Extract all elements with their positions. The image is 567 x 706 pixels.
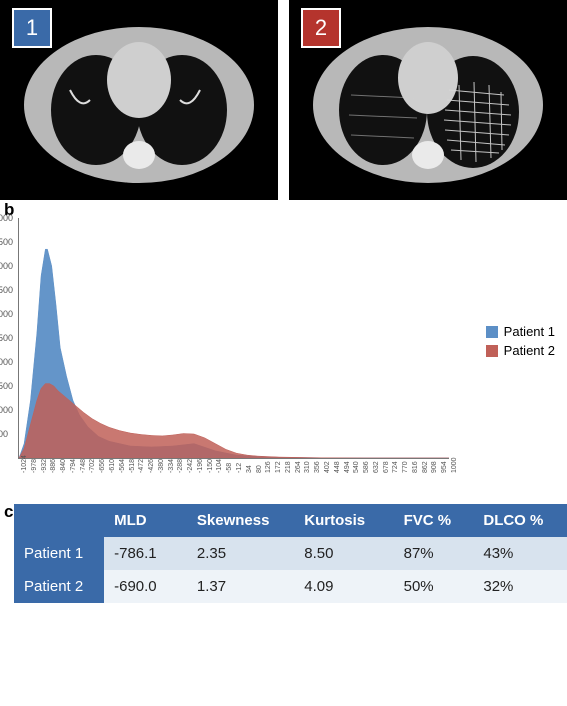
x-tick: 34 <box>246 465 253 473</box>
x-tick: -334 <box>168 459 175 473</box>
ct-image-1: 1 <box>0 0 278 200</box>
table-rowhead: Patient 1 <box>14 537 104 570</box>
data-table: MLDSkewnessKurtosisFVC %DLCO %Patient 1-… <box>14 504 567 603</box>
panel-b: b 05001000150020002500300035004000450050… <box>0 200 567 490</box>
table-cell: 50% <box>394 570 474 603</box>
x-tick: -104 <box>216 459 223 473</box>
x-tick: -472 <box>138 459 145 473</box>
x-tick: 218 <box>285 461 292 473</box>
x-tick: 724 <box>392 461 399 473</box>
x-tick: 310 <box>304 461 311 473</box>
legend-item: Patient 1 <box>486 324 555 339</box>
table-header: FVC % <box>394 504 474 537</box>
x-tick: 1000 <box>451 457 458 473</box>
table-header: Kurtosis <box>294 504 393 537</box>
table-header: DLCO % <box>473 504 567 537</box>
x-tick: -150 <box>207 459 214 473</box>
x-tick: -978 <box>31 459 38 473</box>
x-tick: 126 <box>265 461 272 473</box>
x-tick: -196 <box>197 459 204 473</box>
x-tick: 172 <box>275 461 282 473</box>
x-tick: -702 <box>89 459 96 473</box>
y-tick: 1000 <box>0 405 13 415</box>
y-tick: 4000 <box>0 261 13 271</box>
table-header: Skewness <box>187 504 294 537</box>
x-tick: -748 <box>80 459 87 473</box>
table-row: Patient 2-690.01.374.0950%32% <box>14 570 567 603</box>
table-cell: -786.1 <box>104 537 187 570</box>
legend-swatch <box>486 326 498 338</box>
x-tick: -656 <box>99 459 106 473</box>
x-tick: -288 <box>177 459 184 473</box>
table-cell: -690.0 <box>104 570 187 603</box>
x-tick: 540 <box>353 461 360 473</box>
y-tick: 2500 <box>0 333 13 343</box>
y-tick: 3500 <box>0 285 13 295</box>
chart-svg <box>19 218 449 458</box>
x-tick: -242 <box>187 459 194 473</box>
table-cell: 43% <box>473 537 567 570</box>
ct-image-2: 2 <box>289 0 567 200</box>
x-tick: 494 <box>344 461 351 473</box>
x-tick: 862 <box>422 461 429 473</box>
x-tick: -794 <box>70 459 77 473</box>
x-tick: -12 <box>236 463 243 473</box>
table-cell: 2.35 <box>187 537 294 570</box>
y-tick: 5000 <box>0 213 13 223</box>
x-tick: -380 <box>158 459 165 473</box>
y-tick: 4500 <box>0 237 13 247</box>
x-tick: -426 <box>148 459 155 473</box>
histogram-chart: 0500100015002000250030003500400045005000… <box>18 218 449 459</box>
y-tick: 3000 <box>0 309 13 319</box>
x-tick: -518 <box>129 459 136 473</box>
x-tick: 678 <box>383 461 390 473</box>
panel-c: c MLDSkewnessKurtosisFVC %DLCO %Patient … <box>0 504 567 603</box>
badge-1: 1 <box>12 8 52 48</box>
table-cell: 8.50 <box>294 537 393 570</box>
panel-a: a 1 <box>0 0 567 200</box>
legend-label: Patient 2 <box>504 343 555 358</box>
panel-c-label: c <box>4 502 13 522</box>
table-cell: 32% <box>473 570 567 603</box>
x-tick: -58 <box>226 463 233 473</box>
x-tick: 632 <box>373 461 380 473</box>
legend-swatch <box>486 345 498 357</box>
x-tick: 770 <box>402 461 409 473</box>
legend-label: Patient 1 <box>504 324 555 339</box>
table-header <box>14 504 104 537</box>
x-tick: -610 <box>109 459 116 473</box>
table-header: MLD <box>104 504 187 537</box>
x-tick: -886 <box>50 459 57 473</box>
badge-2: 2 <box>301 8 341 48</box>
x-tick: 402 <box>324 461 331 473</box>
legend-item: Patient 2 <box>486 343 555 358</box>
x-tick: 586 <box>363 461 370 473</box>
table-cell: 1.37 <box>187 570 294 603</box>
x-tick: 954 <box>441 461 448 473</box>
x-tick: -840 <box>60 459 67 473</box>
table-rowhead: Patient 2 <box>14 570 104 603</box>
x-tick: -932 <box>41 459 48 473</box>
table-cell: 87% <box>394 537 474 570</box>
y-tick: 1500 <box>0 381 13 391</box>
x-tick: 908 <box>431 461 438 473</box>
x-tick: -1024 <box>21 455 28 473</box>
x-tick: 80 <box>256 465 263 473</box>
y-tick: 2000 <box>0 357 13 367</box>
x-tick: 448 <box>334 461 341 473</box>
table-cell: 4.09 <box>294 570 393 603</box>
x-tick: -564 <box>119 459 126 473</box>
chart-legend: Patient 1 Patient 2 <box>486 320 555 362</box>
table-row: Patient 1-786.12.358.5087%43% <box>14 537 567 570</box>
x-tick: 356 <box>314 461 321 473</box>
x-tick: 264 <box>295 461 302 473</box>
series-patient-2 <box>19 384 449 458</box>
x-tick: 816 <box>412 461 419 473</box>
y-tick: 500 <box>0 429 8 439</box>
